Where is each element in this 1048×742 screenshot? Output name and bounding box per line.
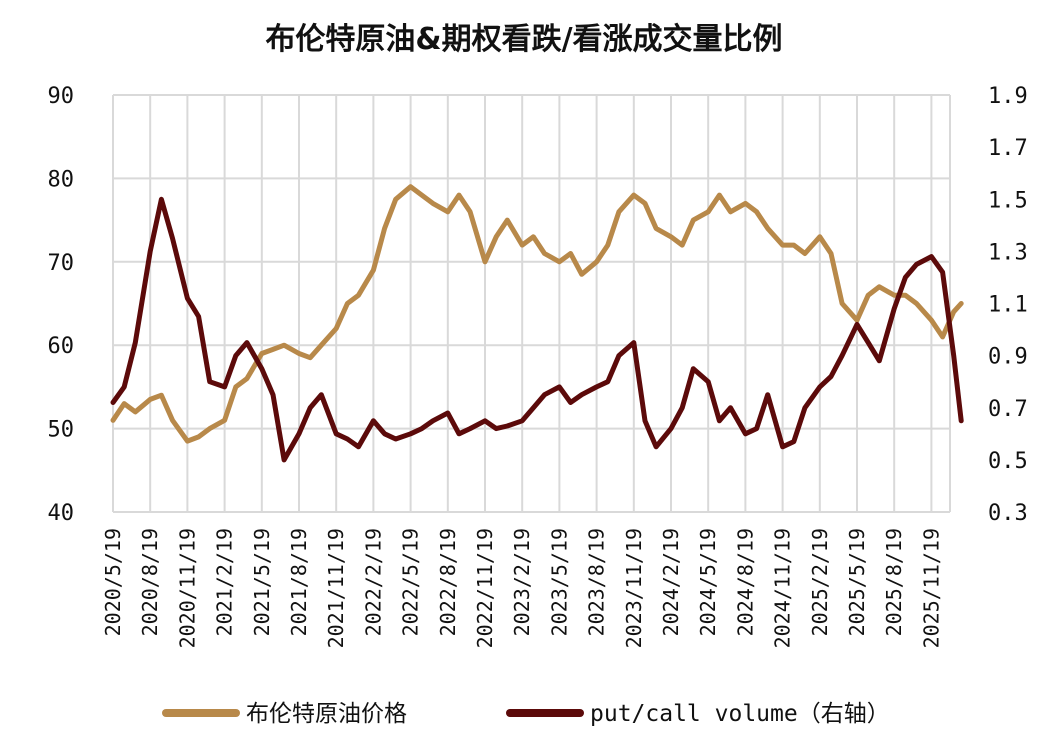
x-tick-label: 2023/5/19 bbox=[547, 528, 571, 636]
y-left-tick-label: 80 bbox=[48, 167, 75, 192]
y-right-tick-label: 0.3 bbox=[988, 501, 1028, 526]
x-tick-label: 2024/11/19 bbox=[771, 528, 795, 648]
x-tick-label: 2022/2/19 bbox=[361, 528, 385, 636]
x-tick-label: 2022/11/19 bbox=[473, 528, 497, 648]
x-tick-label: 2020/5/19 bbox=[101, 528, 125, 636]
legend-label-0: 布伦特原油价格 bbox=[246, 701, 407, 727]
y-left-tick-label: 60 bbox=[48, 334, 75, 359]
y-left-tick-label: 50 bbox=[48, 418, 75, 443]
y-left-tick-label: 70 bbox=[48, 251, 75, 276]
x-tick-label: 2020/11/19 bbox=[175, 528, 199, 648]
x-tick-label: 2022/5/19 bbox=[399, 528, 423, 636]
x-tick-label: 2023/11/19 bbox=[622, 528, 646, 648]
x-tick-label: 2024/2/19 bbox=[659, 528, 683, 636]
y-right-tick-label: 1.3 bbox=[988, 240, 1028, 265]
y-right-tick-label: 1.5 bbox=[988, 188, 1028, 213]
y-left-tick-label: 90 bbox=[48, 84, 75, 109]
chart-title: 布伦特原油&期权看跌/看涨成交量比例 bbox=[265, 22, 783, 57]
x-tick-label: 2023/2/19 bbox=[510, 528, 534, 636]
x-tick-label: 2024/5/19 bbox=[696, 528, 720, 636]
x-tick-label: 2020/8/19 bbox=[138, 528, 162, 636]
y-right-tick-label: 1.9 bbox=[988, 84, 1028, 109]
x-tick-label: 2023/8/19 bbox=[585, 528, 609, 636]
x-tick-label: 2025/11/19 bbox=[919, 528, 943, 648]
x-tick-label: 2021/5/19 bbox=[250, 528, 274, 636]
x-tick-label: 2021/11/19 bbox=[324, 528, 348, 648]
x-tick-label: 2025/2/19 bbox=[808, 528, 832, 636]
y-right-tick-label: 0.5 bbox=[988, 449, 1028, 474]
y-right-tick-label: 1.1 bbox=[988, 293, 1028, 318]
y-left-tick-label: 40 bbox=[48, 501, 75, 526]
y-right-tick-label: 1.7 bbox=[988, 136, 1028, 161]
x-tick-label: 2025/8/19 bbox=[882, 528, 906, 636]
y-right-tick-label: 0.7 bbox=[988, 397, 1028, 422]
series-line-brent-price bbox=[110, 184, 964, 444]
y-right-tick-label: 0.9 bbox=[988, 345, 1028, 370]
series-line-put-call-ratio bbox=[110, 196, 964, 463]
x-tick-label: 2024/8/19 bbox=[733, 528, 757, 636]
x-tick-label: 2025/5/19 bbox=[845, 528, 869, 636]
x-tick-label: 2022/8/19 bbox=[436, 528, 460, 636]
x-tick-label: 2021/8/19 bbox=[287, 528, 311, 636]
legend-label-1: put/call volume（右轴） bbox=[590, 701, 890, 727]
x-tick-label: 2021/2/19 bbox=[213, 528, 237, 636]
